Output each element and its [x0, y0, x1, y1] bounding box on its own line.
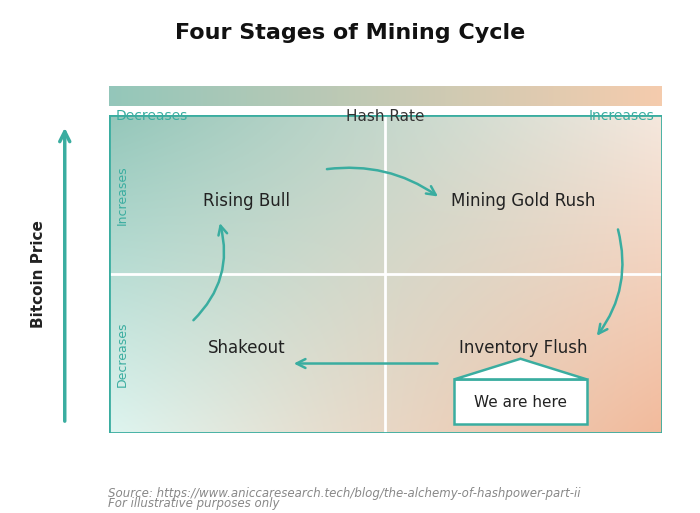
Text: Hash Rate: Hash Rate [346, 109, 424, 124]
Text: Increases: Increases [116, 165, 129, 225]
Text: Mining Gold Rush: Mining Gold Rush [451, 192, 596, 210]
Text: We are here: We are here [474, 395, 567, 410]
Text: Source: https://www.aniccaresearch.tech/blog/the-alchemy-of-hashpower-part-ii: Source: https://www.aniccaresearch.tech/… [108, 487, 581, 500]
Text: Decreases: Decreases [116, 321, 129, 387]
Text: Decreases: Decreases [116, 109, 188, 123]
Text: Shakeout: Shakeout [208, 339, 286, 357]
Polygon shape [454, 359, 587, 380]
Text: For illustrative purposes only: For illustrative purposes only [108, 498, 280, 510]
Text: Rising Bull: Rising Bull [203, 192, 290, 210]
Polygon shape [454, 380, 587, 424]
Text: Inventory Flush: Inventory Flush [459, 339, 587, 357]
Text: Bitcoin Price: Bitcoin Price [31, 221, 46, 328]
Text: Increases: Increases [589, 109, 654, 123]
Text: Four Stages of Mining Cycle: Four Stages of Mining Cycle [175, 24, 525, 43]
